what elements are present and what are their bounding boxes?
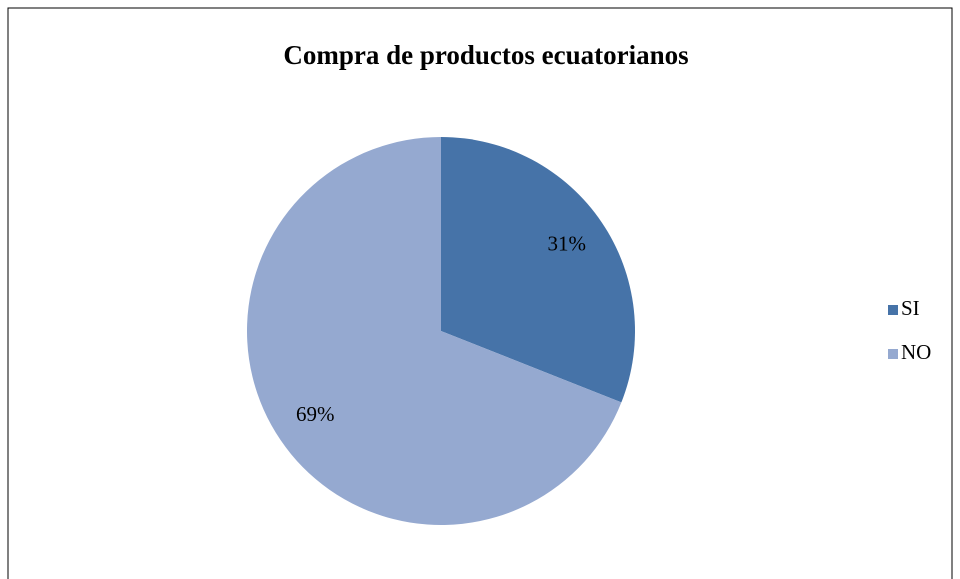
pie-slice [441, 137, 636, 403]
chart-frame [7, 7, 953, 579]
legend-label: SI [901, 296, 920, 320]
data-label: 31% [547, 231, 586, 255]
legend-label: NO [901, 340, 931, 364]
legend-swatch [888, 349, 898, 359]
legend-swatch [888, 305, 898, 315]
chart-title: Compra de productos ecuatorianos [283, 40, 688, 70]
data-label: 69% [296, 402, 335, 426]
pie-slice [247, 137, 622, 525]
